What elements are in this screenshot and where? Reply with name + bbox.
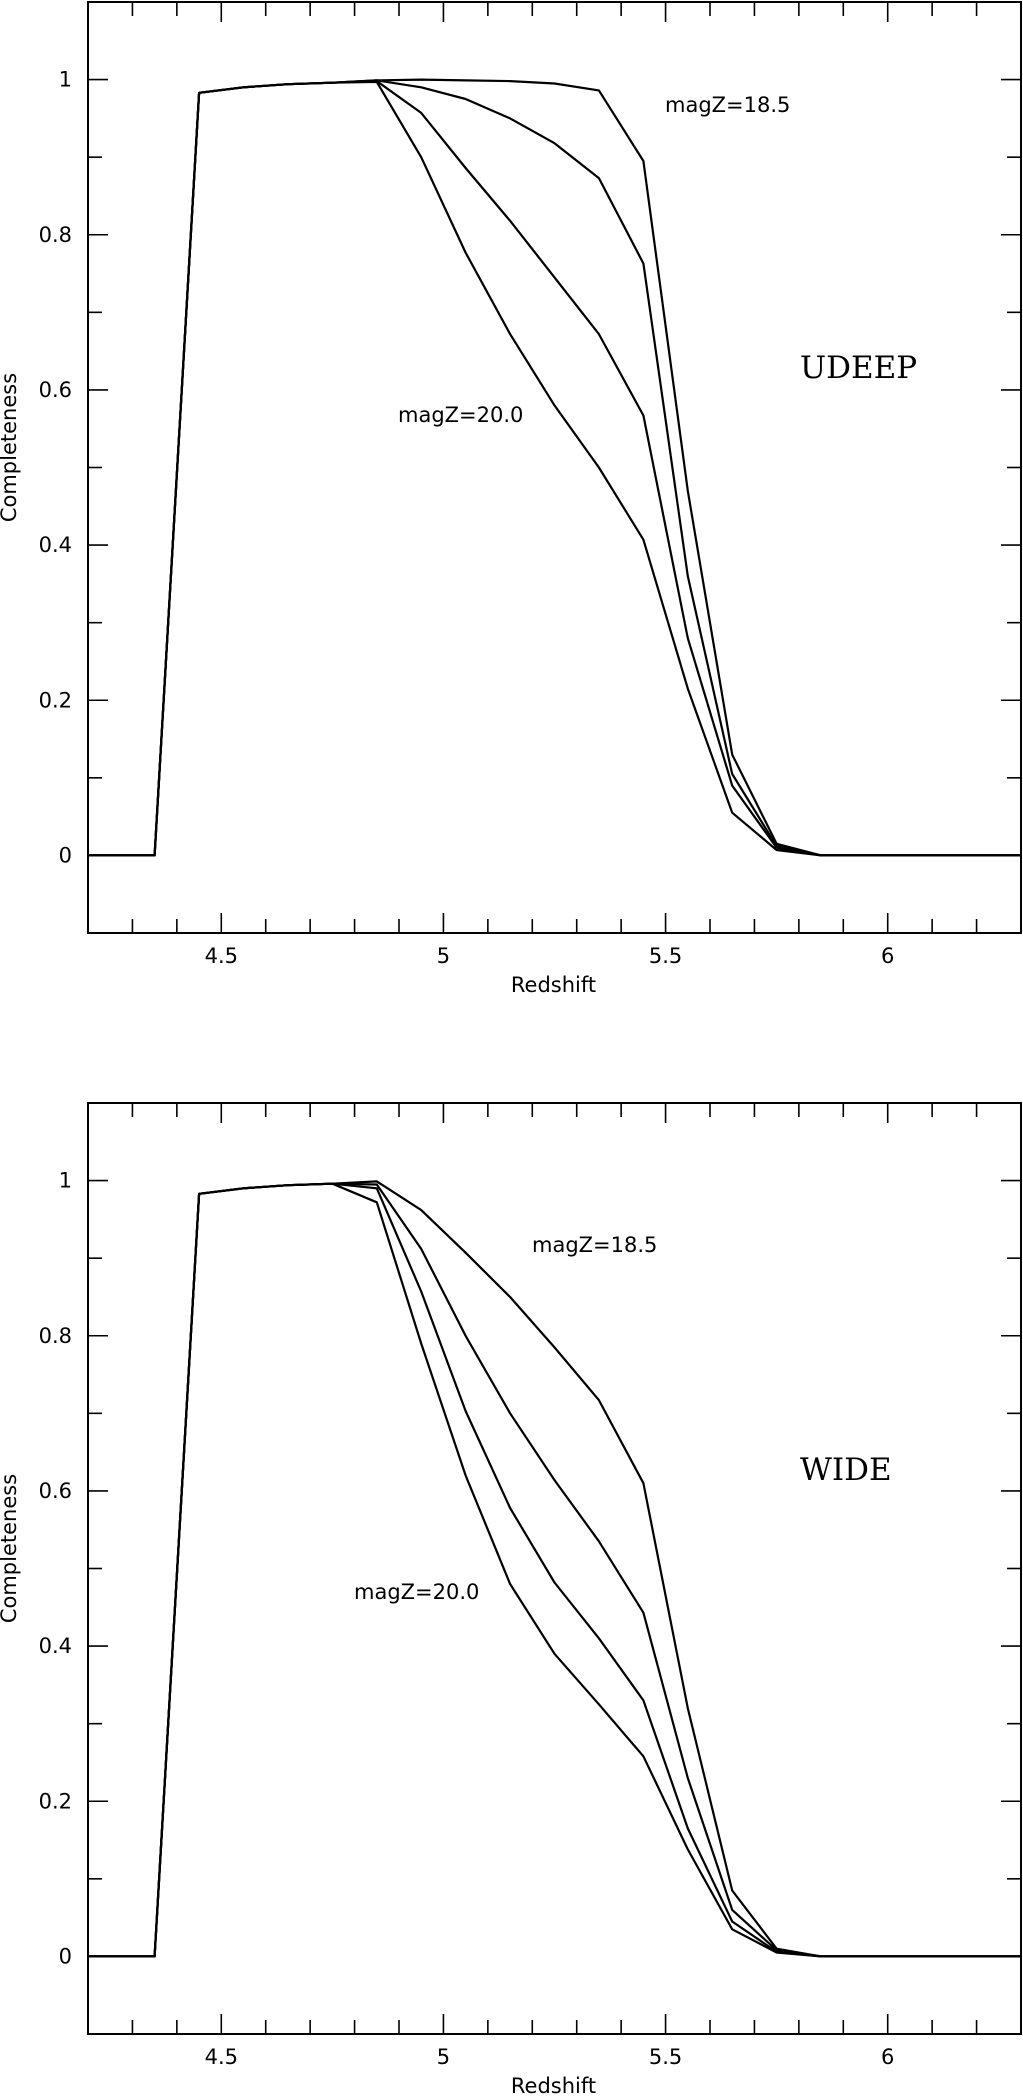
udeep-annotation-magz-18-5: magZ=18.5 xyxy=(665,93,790,117)
wide-series-line-2 xyxy=(88,1182,1021,1958)
udeep-x-tick-label: 6 xyxy=(881,944,894,968)
udeep-panel-label: UDEEP xyxy=(800,350,917,386)
wide-x-axis-label: Redshift xyxy=(511,2074,596,2097)
wide-y-axis-label: Completeness xyxy=(0,1474,21,1623)
wide-annotation-magz-20-0: magZ=20.0 xyxy=(354,1580,479,1604)
udeep-y-tick-label: 0.2 xyxy=(39,688,72,712)
wide-y-tick-label: 1 xyxy=(59,1169,72,1193)
udeep-y-axis-label: Completeness xyxy=(0,373,21,522)
wide-y-tick-label: 0.8 xyxy=(39,1324,72,1348)
udeep-series-line-1 xyxy=(88,78,1021,857)
udeep-series-line-4 xyxy=(88,80,1021,857)
wide-x-tick-label: 6 xyxy=(881,2045,894,2069)
udeep-panel: 4.5 5 5.5 6 0 0.2 0.4 0.6 0.8 1 Redshift Completene… xyxy=(0,1,1022,997)
udeep-series-line-3 xyxy=(88,79,1021,857)
udeep-x-tick-label: 5 xyxy=(437,944,450,968)
udeep-y-tick-label: 0.8 xyxy=(39,223,72,247)
udeep-y-tick-label: 0.4 xyxy=(39,533,72,557)
udeep-plot-area: 4.5 5 5.5 6 0 0.2 0.4 0.6 0.8 1 Redshift Completene… xyxy=(0,1,1022,997)
wide-panel: 4.5 5 5.5 6 0 0.2 0.4 0.6 0.8 1 Redshift Completene… xyxy=(0,1102,1022,2097)
wide-series-line-1 xyxy=(88,1180,1021,1958)
wide-series-line-4 xyxy=(88,1182,1021,1958)
udeep-x-axis-label: Redshift xyxy=(511,973,596,997)
udeep-y-tick-label: 0.6 xyxy=(39,378,72,402)
wide-y-tick-label: 0.6 xyxy=(39,1479,72,1503)
wide-panel-label: WIDE xyxy=(800,1452,892,1488)
wide-x-tick-label: 5 xyxy=(437,2045,450,2069)
udeep-x-tick-label: 4.5 xyxy=(205,944,238,968)
wide-series-line-3 xyxy=(88,1182,1021,1958)
wide-y-tick-label: 0.2 xyxy=(39,1789,72,1813)
udeep-plot-frame xyxy=(87,1,1022,934)
udeep-y-tick-label: 0 xyxy=(59,843,72,867)
wide-annotation-magz-18-5: magZ=18.5 xyxy=(532,1233,657,1257)
wide-plot-area: 4.5 5 5.5 6 0 0.2 0.4 0.6 0.8 1 Redshift Completene… xyxy=(0,1102,1022,2097)
wide-y-tick-label: 0 xyxy=(59,1944,72,1968)
wide-x-tick-label: 5.5 xyxy=(649,2045,682,2069)
udeep-y-tick-label: 1 xyxy=(59,68,72,92)
udeep-annotation-magz-20-0: magZ=20.0 xyxy=(398,403,523,427)
udeep-series-line-2 xyxy=(88,79,1021,857)
wide-y-tick-label: 0.4 xyxy=(39,1634,72,1658)
udeep-x-tick-label: 5.5 xyxy=(649,944,682,968)
wide-x-tick-label: 4.5 xyxy=(205,2045,238,2069)
